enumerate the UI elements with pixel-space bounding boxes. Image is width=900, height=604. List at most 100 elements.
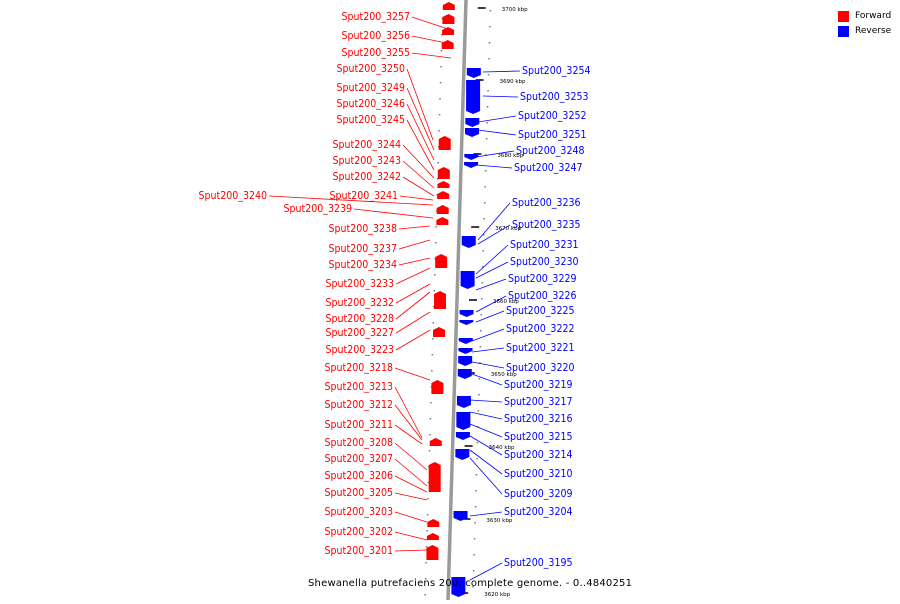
reverse-leader-line <box>477 115 517 123</box>
reverse-leader-line <box>469 423 503 438</box>
minor-tick-right <box>489 26 491 28</box>
forward-gene-block <box>436 205 449 214</box>
scale-label: 3650 kbp <box>491 372 517 378</box>
reverse-gene-label: Sput200_3214 <box>504 449 572 461</box>
minor-tick-right <box>480 314 483 316</box>
forward-leader-line <box>394 442 428 471</box>
minor-tick-right <box>481 298 483 300</box>
minor-tick-right <box>475 474 478 476</box>
minor-tick-right <box>488 42 491 44</box>
minor-tick-left <box>438 130 440 132</box>
minor-tick-left <box>437 162 439 164</box>
minor-tick-right <box>472 570 475 572</box>
forward-gene-label: Sput200_3205 <box>325 487 393 499</box>
reverse-leader-line <box>482 70 521 73</box>
forward-leader-line <box>402 160 435 189</box>
reverse-gene-block <box>456 412 471 430</box>
reverse-leader-line <box>475 310 505 323</box>
forward-leader-line <box>402 144 435 179</box>
reverse-leader-line <box>477 202 511 241</box>
scale-label: 3620 kbp <box>484 592 510 598</box>
scale-label: 3640 kbp <box>489 445 515 451</box>
forward-gene-label: Sput200_3212 <box>325 399 393 411</box>
minor-tick-right <box>483 202 486 204</box>
reverse-gene-label: Sput200_3248 <box>516 145 584 157</box>
forward-gene-label: Sput200_3234 <box>329 259 397 271</box>
forward-gene-label: Sput200_3228 <box>326 313 394 325</box>
reverse-leader-line <box>471 361 505 369</box>
reverse-gene-label: Sput200_3251 <box>518 129 586 141</box>
reverse-gene-block <box>458 356 473 366</box>
minor-tick-right <box>487 90 489 92</box>
reverse-gene-block <box>465 128 480 137</box>
forward-gene-block <box>437 191 450 199</box>
reverse-gene-block <box>459 310 474 317</box>
forward-leader-line <box>411 16 452 31</box>
scale-label: 3700 kbp <box>502 7 528 13</box>
minor-tick-right <box>477 426 479 428</box>
forward-gene-block <box>426 533 439 540</box>
genome-caption: Shewanella putrefaciens 200, complete ge… <box>308 578 633 589</box>
reverse-gene-label: Sput200_3230 <box>510 256 578 268</box>
forward-gene-label: Sput200_3240 <box>199 190 267 202</box>
reverse-leader-line <box>469 399 503 403</box>
minor-tick-left <box>439 98 441 100</box>
forward-gene-label: Sput200_3250 <box>337 63 405 75</box>
reverse-gene-label: Sput200_3216 <box>504 413 572 425</box>
reverse-gene-label: Sput200_3225 <box>506 305 574 317</box>
minor-tick-left <box>432 322 435 324</box>
forward-gene-block <box>431 380 444 394</box>
reverse-leader-line <box>471 328 505 342</box>
legend-item-forward: Forward <box>838 9 891 24</box>
reverse-gene-label: Sput200_3236 <box>512 197 580 209</box>
forward-gene-block <box>426 545 439 560</box>
reverse-gene-block <box>458 338 473 344</box>
reverse-leader-line <box>471 373 503 386</box>
reverse-leader-line <box>469 562 503 581</box>
forward-gene-label: Sput200_3241 <box>330 190 398 202</box>
forward-leader-line <box>268 195 434 206</box>
minor-tick-left <box>431 370 433 372</box>
forward-gene-label: Sput200_3211 <box>325 419 393 431</box>
forward-leader-line <box>406 87 435 151</box>
forward-leader-line <box>394 511 428 523</box>
minor-tick-right <box>479 362 481 364</box>
reverse-gene-label: Sput200_3247 <box>514 162 582 174</box>
minor-tick-right <box>486 122 488 124</box>
reverse-gene-label: Sput200_3226 <box>508 290 576 302</box>
minor-tick-left <box>424 578 427 580</box>
forward-leader-line <box>402 176 435 197</box>
forward-gene-label: Sput200_3257 <box>342 11 410 23</box>
minor-tick-right <box>472 586 474 588</box>
forward-leader-line <box>395 311 431 334</box>
reverse-gene-block <box>466 80 481 114</box>
reverse-leader-line <box>469 435 503 456</box>
minor-tick-left <box>432 338 434 340</box>
forward-leader-line <box>353 208 434 219</box>
minor-tick-left <box>439 82 442 84</box>
forward-gene-label: Sput200_3243 <box>333 155 401 167</box>
minor-tick-right <box>483 218 485 220</box>
scale-label: 3690 kbp <box>500 79 526 85</box>
minor-tick-left <box>429 418 432 420</box>
forward-swatch <box>838 11 849 22</box>
forward-leader-line <box>406 68 434 141</box>
minor-tick-left <box>433 306 435 308</box>
minor-tick-left <box>436 178 439 180</box>
reverse-gene-block <box>453 511 468 521</box>
minor-tick-left <box>440 50 443 52</box>
forward-gene-label: Sput200_3223 <box>326 344 394 356</box>
minor-tick-left <box>429 434 431 436</box>
minor-tick-right <box>482 234 485 236</box>
minor-tick-left <box>435 210 438 212</box>
scale-label: 3630 kbp <box>486 518 512 524</box>
minor-tick-right <box>485 154 487 156</box>
forward-leader-line <box>394 531 428 541</box>
forward-leader-line <box>398 239 431 250</box>
reverse-leader-line <box>475 244 509 275</box>
minor-tick-right <box>476 458 478 460</box>
minor-tick-left <box>440 66 442 68</box>
minor-tick-left <box>425 562 427 564</box>
